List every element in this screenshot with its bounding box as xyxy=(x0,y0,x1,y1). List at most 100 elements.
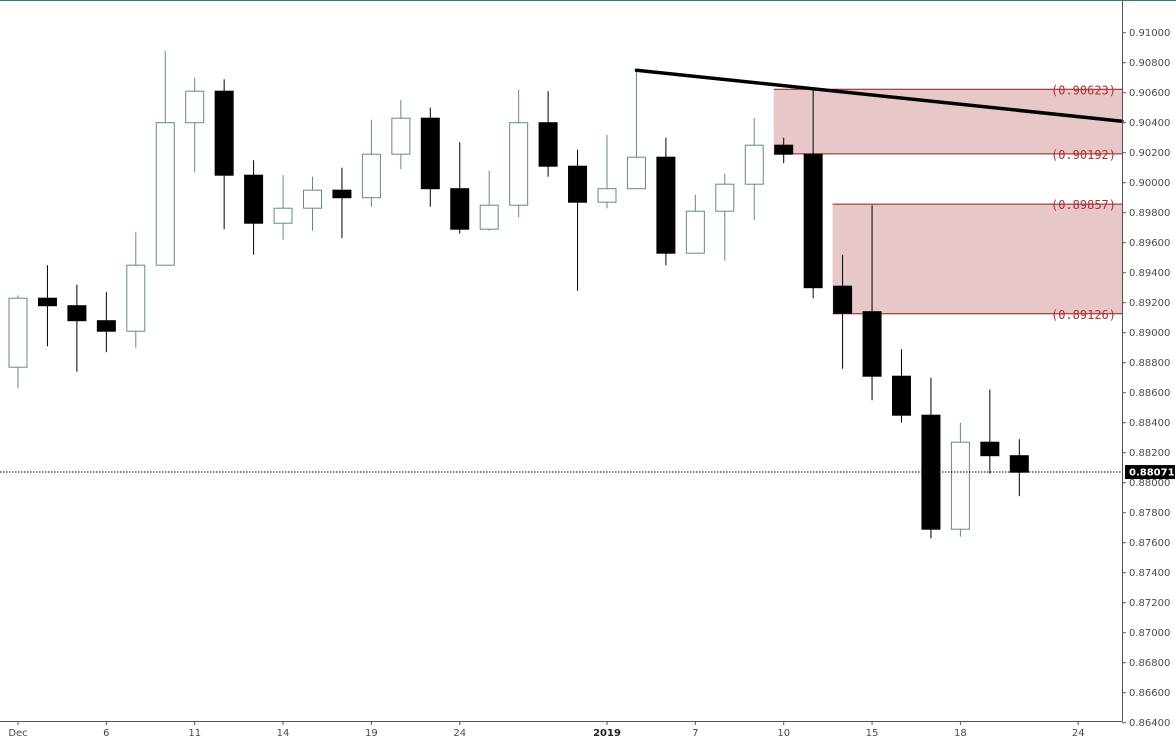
x-tick-label: 11 xyxy=(188,728,201,738)
candle[interactable] xyxy=(685,194,705,254)
y-tick-label: 0.90000 xyxy=(1129,178,1170,189)
candle-body-up xyxy=(597,188,617,203)
candle[interactable] xyxy=(744,118,764,221)
candle[interactable] xyxy=(597,134,617,209)
y-tick-label: 0.87800 xyxy=(1129,508,1170,519)
y-tick-label: 0.90600 xyxy=(1129,88,1170,99)
y-tick-label: 0.87000 xyxy=(1129,628,1170,639)
candle-body-up xyxy=(744,144,764,185)
candle[interactable] xyxy=(332,167,352,239)
y-tick-label: 0.90200 xyxy=(1129,148,1170,159)
trendline[interactable] xyxy=(634,68,1124,123)
candle[interactable] xyxy=(980,389,1000,474)
candle[interactable] xyxy=(892,349,911,423)
y-axis: 0.91000 0.90800 0.90600 0.90400 0.90200 0.900… xyxy=(1122,28,1170,729)
upper-zone-fill xyxy=(773,89,1122,154)
candle[interactable] xyxy=(37,265,57,347)
candle-body-up xyxy=(626,156,646,190)
candle[interactable] xyxy=(126,232,146,348)
candle[interactable] xyxy=(950,422,970,537)
candle[interactable] xyxy=(8,295,28,389)
candle-body-up xyxy=(950,441,970,530)
x-tick-label: 18 xyxy=(954,728,967,738)
y-tick-label: 0.89000 xyxy=(1129,328,1170,339)
y-tick-label: 0.88000 xyxy=(1129,478,1170,489)
candle[interactable] xyxy=(67,284,87,372)
candle[interactable] xyxy=(509,89,529,218)
candle-body-down xyxy=(37,297,57,307)
candle[interactable] xyxy=(391,100,411,170)
supply-zones: (0.90623) (0.90192) (0.89857) (0.89126) xyxy=(773,83,1122,322)
lower-zone-fill xyxy=(832,204,1122,314)
upper-zone-bottom-label: (0.90192) xyxy=(1051,148,1116,162)
candle-body-up xyxy=(509,122,529,206)
x-axis: Dec 6 11 14 19 24 2019 7 10 15 18 24 xyxy=(8,721,1085,739)
y-tick-label: 0.86800 xyxy=(1129,658,1170,669)
candle[interactable] xyxy=(538,91,558,177)
y-tick-label: 0.89800 xyxy=(1129,208,1170,219)
candle[interactable] xyxy=(214,79,234,230)
candle[interactable] xyxy=(862,205,882,401)
candle[interactable] xyxy=(774,137,794,164)
y-tick-label: 0.90800 xyxy=(1129,58,1170,69)
y-tick-label: 0.89200 xyxy=(1129,298,1170,309)
candle-body-down xyxy=(214,90,234,176)
x-tick-label: 6 xyxy=(103,728,109,738)
candle[interactable] xyxy=(1009,439,1029,497)
candle-body-down xyxy=(1009,455,1029,473)
candle-body-up xyxy=(391,117,411,155)
x-tick-label: 24 xyxy=(453,728,466,738)
candle[interactable] xyxy=(244,160,264,255)
current-price-tag xyxy=(1125,465,1175,480)
candle-body-down xyxy=(774,144,794,155)
candle-body-up xyxy=(126,264,146,332)
candle[interactable] xyxy=(303,176,322,231)
candle-body-up xyxy=(715,183,735,212)
y-tick-label: 0.88800 xyxy=(1129,358,1170,369)
candle[interactable] xyxy=(361,119,381,207)
x-tick-label: Dec xyxy=(8,728,27,738)
candle[interactable] xyxy=(656,137,676,266)
candle-body-down xyxy=(96,320,116,332)
candle-body-up xyxy=(303,189,322,209)
candle-body-down xyxy=(656,156,676,254)
candle[interactable] xyxy=(568,149,588,291)
candle-body-down xyxy=(862,311,882,377)
x-tick-label: 15 xyxy=(866,728,879,738)
y-tick-label: 0.87600 xyxy=(1129,538,1170,549)
lower-zone-bottom-label: (0.89126) xyxy=(1051,308,1116,322)
candle-body-down xyxy=(244,174,264,224)
candle-body-down xyxy=(833,285,853,314)
candle-body-up xyxy=(8,297,28,368)
candle-body-up xyxy=(273,207,293,224)
y-tick-label: 0.88200 xyxy=(1129,448,1170,459)
candle-body-down xyxy=(892,375,911,416)
candle[interactable] xyxy=(273,175,293,240)
y-tick-label: 0.86400 xyxy=(1129,718,1170,729)
candle-body-down xyxy=(450,188,470,230)
candle[interactable] xyxy=(715,173,735,261)
x-tick-label: 19 xyxy=(365,728,378,738)
candle-body-down xyxy=(538,122,558,167)
candle[interactable] xyxy=(626,70,646,190)
candle[interactable] xyxy=(479,170,499,231)
candle-body-up xyxy=(155,122,175,266)
lower-zone-top-label: (0.89857) xyxy=(1051,198,1116,212)
candle-body-down xyxy=(332,189,352,199)
y-tick-label: 0.87200 xyxy=(1129,598,1170,609)
candle-body-down xyxy=(980,441,1000,457)
y-tick-label: 0.90400 xyxy=(1129,118,1170,129)
x-tick-label: 7 xyxy=(692,728,698,738)
candle[interactable] xyxy=(185,77,205,173)
candle[interactable] xyxy=(420,107,440,207)
candle[interactable] xyxy=(450,142,470,234)
candle[interactable] xyxy=(155,50,175,266)
candle[interactable] xyxy=(803,89,823,299)
x-tick-label: 24 xyxy=(1072,728,1085,738)
candle[interactable] xyxy=(96,292,116,353)
candle-body-up xyxy=(185,90,205,124)
candle[interactable] xyxy=(833,254,853,369)
candles xyxy=(8,50,1029,539)
